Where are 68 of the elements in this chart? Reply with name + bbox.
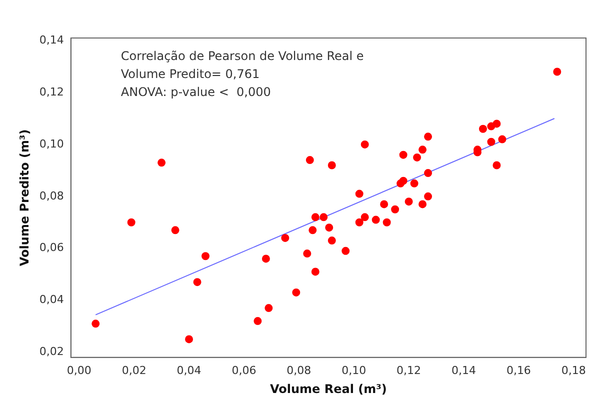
point — [372, 216, 380, 224]
point — [328, 161, 336, 170]
point — [311, 268, 320, 276]
annotation: ANOVA: p-value < 0,000 — [120, 85, 271, 100]
point — [478, 124, 487, 133]
point — [492, 161, 501, 170]
x-tick-label: 0,14 — [452, 364, 476, 377]
point — [399, 150, 408, 159]
y-tick-label: 0,12 — [39, 85, 64, 98]
annotation: Correlação de Pearson de Volume Real e — [120, 49, 364, 64]
point — [262, 254, 270, 263]
point — [355, 218, 364, 226]
point — [311, 213, 320, 222]
point — [424, 192, 432, 200]
point — [424, 169, 432, 178]
point — [360, 140, 369, 148]
point — [325, 224, 334, 232]
point — [202, 252, 210, 260]
y-axis-title: Volume Predito (m³) — [17, 129, 32, 266]
point — [498, 135, 506, 144]
point — [306, 156, 314, 164]
point — [380, 200, 388, 208]
point — [127, 218, 136, 226]
point — [193, 278, 202, 286]
point — [413, 153, 422, 162]
point — [418, 146, 427, 154]
point — [487, 138, 496, 146]
point — [355, 190, 364, 198]
point — [254, 317, 262, 326]
x-tick-label: 0,06 — [232, 364, 256, 377]
point — [553, 68, 562, 76]
y-tick-label: 0,10 — [39, 137, 64, 150]
y-tick-label: 0,08 — [39, 189, 64, 202]
point — [308, 226, 317, 234]
point — [391, 205, 400, 214]
x-tick-label: 0,18 — [561, 364, 586, 377]
y-tick-label: 0,06 — [39, 241, 64, 254]
point — [382, 218, 391, 226]
point — [410, 179, 418, 188]
x-tick-label: 0,04 — [176, 364, 202, 377]
y-tick-label: 0,02 — [39, 345, 64, 358]
x-axis-title: Volume Real (m³) — [270, 382, 387, 396]
point — [404, 198, 413, 206]
point — [320, 213, 328, 222]
annotation: Volume Predito= 0,761 — [120, 67, 260, 82]
point — [264, 304, 273, 312]
x-tick-label: 0,10 — [342, 364, 366, 377]
point — [158, 158, 166, 167]
point — [171, 226, 180, 234]
point — [303, 250, 312, 258]
point — [328, 236, 336, 245]
point — [424, 132, 432, 141]
x-tick-label: 0,12 — [396, 364, 422, 377]
point — [292, 288, 300, 296]
y-tick-label: 0,14 — [39, 33, 64, 46]
x-tick-label: 0,08 — [286, 364, 312, 377]
y-tick-label: 0,04 — [39, 293, 64, 306]
point — [92, 320, 100, 328]
x-tick-label: 0,00 — [66, 364, 92, 377]
x-tick-label: 0,02 — [122, 364, 146, 377]
point — [492, 120, 501, 128]
x-tick-label: 0,16 — [506, 364, 531, 377]
point — [360, 213, 369, 222]
point — [281, 234, 290, 242]
point — [185, 335, 194, 344]
point — [418, 200, 427, 208]
point — [342, 246, 350, 255]
point — [399, 176, 408, 185]
